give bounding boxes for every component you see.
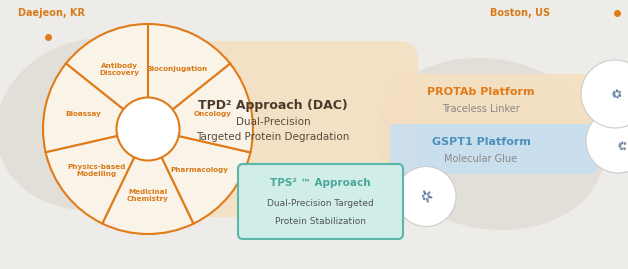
Wedge shape — [148, 129, 251, 224]
Circle shape — [581, 60, 628, 128]
Ellipse shape — [0, 38, 194, 210]
Text: TPS² ™ Approach: TPS² ™ Approach — [270, 178, 371, 188]
Wedge shape — [43, 63, 148, 152]
Text: Bioconjugation: Bioconjugation — [146, 66, 207, 72]
Text: Bioassay: Bioassay — [65, 111, 102, 117]
Text: Molecular Glue: Molecular Glue — [445, 154, 517, 164]
Text: Dual-Precision: Dual-Precision — [236, 117, 310, 127]
Text: Physics-based
Modelling: Physics-based Modelling — [67, 164, 126, 177]
Text: Pharmacology: Pharmacology — [171, 167, 229, 173]
Wedge shape — [46, 129, 148, 224]
Text: Medicinal
Chemistry: Medicinal Chemistry — [127, 189, 169, 202]
Circle shape — [586, 109, 628, 173]
Wedge shape — [66, 24, 148, 129]
Wedge shape — [148, 63, 253, 152]
Text: PROTAb Platform: PROTAb Platform — [427, 87, 535, 97]
FancyBboxPatch shape — [390, 124, 596, 174]
Text: Protein Stabilization: Protein Stabilization — [275, 218, 366, 226]
Text: Dual-Precision Targeted: Dual-Precision Targeted — [267, 199, 374, 208]
Text: Oncology: Oncology — [193, 111, 232, 117]
FancyBboxPatch shape — [238, 164, 403, 239]
Text: TPD² Approach (DAC): TPD² Approach (DAC) — [198, 100, 348, 112]
Wedge shape — [148, 24, 230, 129]
Wedge shape — [102, 129, 193, 234]
Text: Traceless Linker: Traceless Linker — [442, 104, 520, 114]
Text: Targeted Protein Degradation: Targeted Protein Degradation — [197, 132, 350, 142]
Text: Antibody
Discovery: Antibody Discovery — [99, 63, 139, 76]
Ellipse shape — [376, 58, 604, 230]
FancyBboxPatch shape — [118, 41, 418, 217]
Circle shape — [117, 97, 180, 161]
Text: GSPT1 Platform: GSPT1 Platform — [431, 137, 531, 147]
Circle shape — [396, 167, 456, 226]
Text: Boston, US: Boston, US — [490, 8, 550, 18]
Text: Daejeon, KR: Daejeon, KR — [18, 8, 85, 18]
FancyBboxPatch shape — [390, 74, 596, 124]
